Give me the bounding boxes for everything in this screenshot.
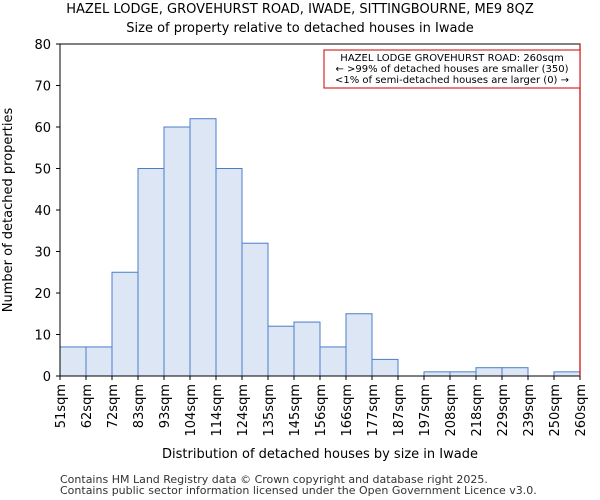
y-tick-label: 50 [34,163,51,178]
x-tick-label: 166sqm [340,384,355,437]
annotation-line-3: <1% of semi-detached houses are larger (… [335,75,569,86]
y-axis-ticks: 0 10 20 30 40 50 60 70 80 [34,38,60,385]
x-tick-label: 62sqm [80,384,95,428]
bars-group [59,118,581,377]
x-tick-label: 51sqm [54,384,69,428]
x-tick-label: 145sqm [288,384,303,437]
annotation-frame [323,49,581,89]
x-tick-label: 239sqm [522,384,537,437]
bar-114sqm [215,168,243,377]
y-tick-label: 30 [34,246,51,261]
annotation-line-2: ← >99% of detached houses are smaller (3… [335,64,568,75]
x-tick-label: 93sqm [158,384,173,428]
y-tick-label: 40 [34,204,51,219]
y-axis-label: Number of detached properties [1,108,16,313]
x-axis-label: Distribution of detached houses by size … [162,447,478,462]
bar-72sqm [111,271,139,377]
x-tick-label: 177sqm [366,384,381,437]
bar-208sqm [449,371,477,377]
x-tick-label: 104sqm [184,384,199,437]
bar-104sqm [189,118,217,377]
bar-124sqm [241,242,269,377]
chart-subtitle: Size of property relative to detached ho… [126,21,473,36]
chart-title: HAZEL LODGE, GROVEHURST ROAD, IWADE, SIT… [66,2,534,17]
bar-145sqm [293,321,321,377]
bar-135sqm [267,325,295,377]
footer-copyright: Contains HM Land Registry data © Crown c… [60,473,488,486]
bar-83sqm [137,168,165,377]
bar-250sqm [553,371,581,377]
y-tick-label: 0 [43,370,51,385]
x-tick-label: 83sqm [132,384,147,428]
bar-229sqm [501,367,529,377]
bar-197sqm [423,371,451,377]
y-tick-label: 80 [34,38,51,53]
x-tick-label: 124sqm [236,384,251,437]
bar-166sqm [345,313,373,377]
annotation-box: HAZEL LODGE GROVEHURST ROAD: 260sqm ← >9… [323,49,581,89]
y-tick-label: 20 [34,287,51,302]
x-tick-label: 156sqm [314,384,329,437]
bar-62sqm [85,346,113,377]
x-tick-label: 229sqm [496,384,511,437]
x-tick-label: 208sqm [444,384,459,437]
bar-156sqm [319,346,347,377]
x-axis-ticks: 51sqm 62sqm 72sqm 83sqm 93sqm 104sqm 114sqm 124… [54,376,589,437]
x-tick-label: 260sqm [574,384,589,437]
y-tick-label: 60 [34,121,51,136]
x-tick-label: 218sqm [470,384,485,437]
y-tick-label: 70 [34,80,51,95]
x-tick-label: 187sqm [392,384,407,437]
bar-218sqm [475,367,503,377]
annotation-line-1: HAZEL LODGE GROVEHURST ROAD: 260sqm [340,53,563,64]
y-tick-label: 10 [34,329,51,344]
x-tick-label: 135sqm [262,384,277,437]
bar-177sqm [371,358,399,377]
footer-licence: Contains public sector information licen… [60,484,537,497]
bar-51sqm [59,346,87,377]
bar-93sqm [163,126,191,377]
x-tick-label: 72sqm [106,384,121,428]
x-tick-label: 114sqm [210,384,225,437]
x-tick-label: 197sqm [418,384,433,437]
x-tick-label: 250sqm [548,384,563,437]
